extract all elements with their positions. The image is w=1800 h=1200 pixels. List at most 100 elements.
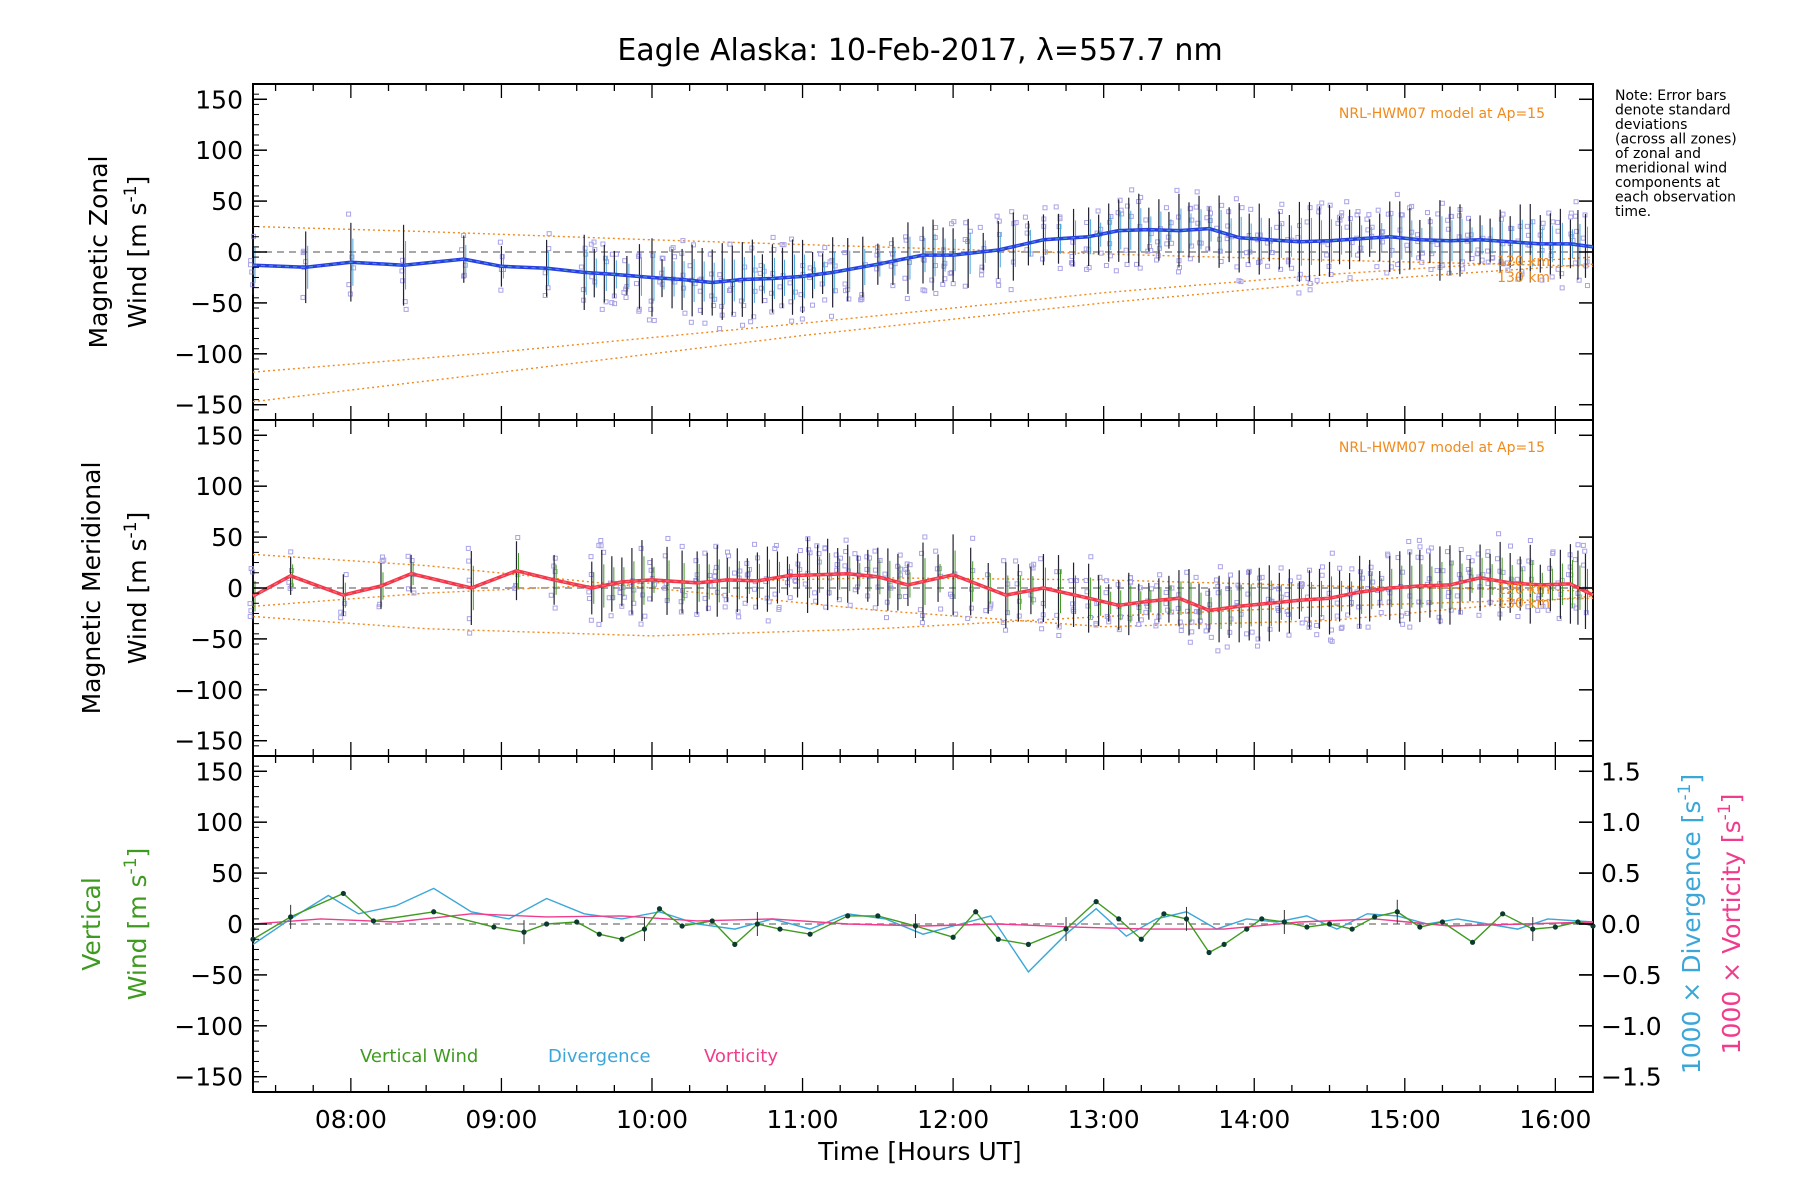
zone-sample [1327,202,1333,208]
y-tick-label: 100 [195,136,243,165]
zone-sample [1269,249,1275,255]
zone-sample [984,572,990,578]
zone-sample [648,298,654,304]
zone-sample [1434,568,1440,574]
vertical-wind-point [1417,924,1423,930]
zone-sample [1255,636,1261,642]
zone-sample [1178,628,1184,634]
zone-sample [1329,550,1335,556]
zone-sample [640,592,646,598]
zone-sample [1297,271,1303,277]
vertical-wind-point [950,934,956,940]
zone-sample [351,265,357,271]
zone-sample [965,615,971,621]
zone-sample [1107,241,1113,247]
divergence-y2-label: 1000 × Divergence [s-1] [1675,774,1706,1074]
meridional-y-label-line2: Wind [m s-1] [121,512,152,665]
zone-sample [1009,209,1015,215]
zone-sample [588,617,594,623]
zone-sample [1014,581,1020,587]
zone-sample [465,545,471,551]
zone-sample [779,303,785,309]
zone-sample [1304,616,1310,622]
zone-sample [1490,254,1496,260]
zone-sample [741,303,747,309]
y2-tick-label: −0.5 [1601,961,1662,990]
zone-sample [1418,555,1424,561]
zone-sample [898,572,904,578]
zonal-model-alt-120: 120 km [1497,254,1550,270]
zone-sample [1056,624,1062,630]
zone-sample [838,555,844,561]
zone-sample [1289,265,1295,271]
zone-sample [682,593,688,599]
zonal-wind-highlight [252,227,1594,284]
zone-sample [1460,266,1466,272]
vertical-right-y-axis: 1.5 1.0 0.5 0.0 −0.5 −1.0 −1.5 [1579,757,1662,1092]
zone-sample [1056,632,1062,638]
x-tick-label: 11:00 [767,1105,839,1134]
zone-sample [1529,576,1535,582]
zone-sample [864,566,870,572]
zone-sample [342,600,348,606]
y-tick-label: 0 [227,238,243,267]
zone-sample [548,592,554,598]
zone-sample [1243,250,1249,256]
zonal-y-label-line1: Magnetic Zonal [84,156,113,349]
zone-sample [1349,566,1355,572]
zone-sample [586,589,592,595]
zone-sample [922,288,928,294]
zone-sample [578,264,584,270]
zone-sample [1500,211,1506,217]
zone-sample [713,564,719,570]
zone-sample [338,615,344,621]
zone-sample [400,278,406,284]
zone-sample [403,306,409,312]
zone-sample [1187,639,1193,645]
zone-sample [1247,249,1253,255]
zone-sample [1420,250,1426,256]
zone-sample [1329,638,1335,644]
vertical-wind-point [1500,911,1506,917]
zone-sample [1338,213,1344,219]
zone-sample [1500,569,1506,575]
zone-sample [842,281,848,287]
zone-sample [962,283,968,289]
zone-sample [1555,219,1561,225]
zone-sample [1208,634,1214,640]
zone-sample [1143,609,1149,615]
zone-sample [1257,259,1263,265]
zone-sample [621,289,627,295]
zone-sample [705,605,711,611]
zone-sample [1314,622,1320,628]
zone-sample [1466,555,1472,561]
zone-sample [929,277,935,283]
zone-sample [1576,277,1582,283]
y2-tick-label: 0.0 [1601,910,1641,939]
vertical-y-label-line1: Vertical [77,877,106,971]
zone-sample [1163,589,1169,595]
zone-sample [1347,275,1353,281]
zone-sample [1244,631,1250,637]
zone-sample [635,253,641,259]
zone-sample [789,318,795,324]
vertical-wind-panel: 150 100 50 0 −50 −100 −150 1.5 1.0 0.5 0.0 −0.5 −1.… [77,755,1746,1166]
zone-sample [1153,623,1159,629]
x-tick-label: 13:00 [1068,1105,1140,1134]
zone-sample [247,613,253,619]
zone-sample [1013,220,1019,226]
zone-sample [1508,543,1514,549]
vertical-wind-point [1439,919,1446,925]
meridional-model-alt-130: 130 km [1497,596,1550,612]
zone-sample [1217,248,1223,254]
vertical-wind-point [1530,926,1536,932]
zone-sample [1546,210,1552,216]
zone-sample [467,630,473,636]
zone-sample [789,236,795,242]
zone-sample [1147,243,1153,249]
zone-sample [1505,260,1511,266]
zone-sample [1299,620,1305,626]
zone-sample [1379,239,1385,245]
vertical-wind-point [619,936,625,942]
vertical-wind-point [679,923,685,929]
